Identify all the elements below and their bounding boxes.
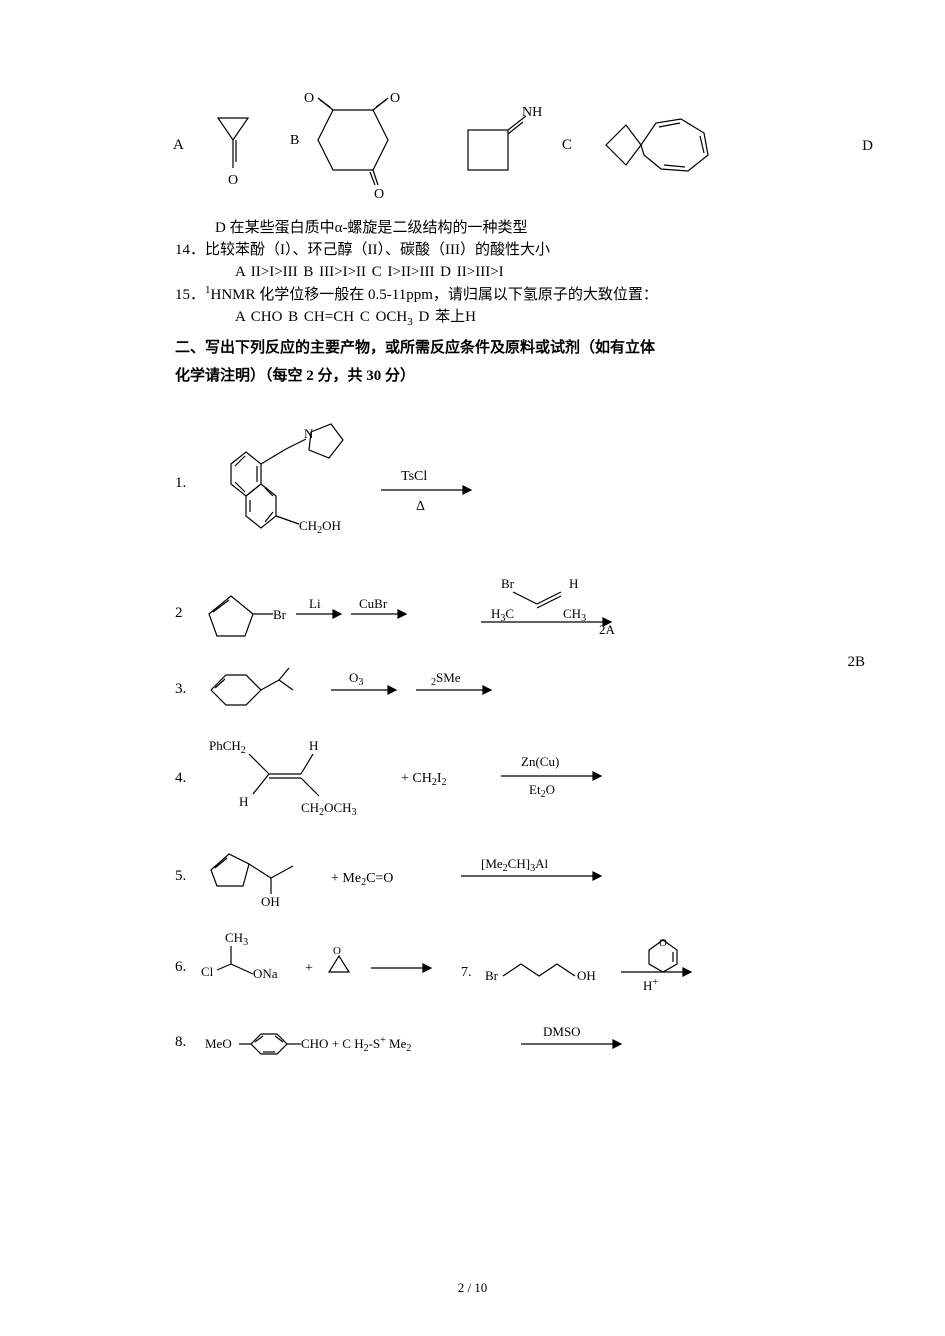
svg-text:O: O (333, 945, 341, 957)
svg-text:DMSO: DMSO (543, 1024, 581, 1039)
structure-B-svg: O O O B (278, 90, 428, 200)
reaction-1: 1. N CH2OH TsCl Δ (175, 404, 795, 564)
q15-opts-tail: D 苯上H (413, 309, 476, 325)
svg-text:OH: OH (577, 968, 596, 983)
svg-text:H: H (239, 794, 248, 809)
q15-opts-a: A CHO B CH=CH C OCH (235, 309, 407, 325)
svg-text:2A: 2A (599, 622, 616, 637)
svg-text:2SMe: 2SMe (431, 670, 461, 688)
svg-text:O: O (390, 91, 400, 106)
svg-text:CH3: CH3 (225, 930, 248, 948)
section2-title-b: 化学请注明）（每空 2 分，共 30 分） (175, 365, 795, 388)
svg-text:H: H (309, 738, 318, 753)
svg-text:B: B (290, 133, 299, 148)
svg-text:Br: Br (485, 968, 499, 983)
svg-text:CH2OCH3: CH2OCH3 (301, 800, 357, 818)
structures-row: A O O O O B NH C (169, 90, 795, 200)
svg-text:PhCH2: PhCH2 (209, 738, 246, 756)
svg-text:O: O (228, 173, 238, 188)
svg-text:CH3: CH3 (563, 606, 586, 624)
rxn4-svg: PhCH2 H H CH2OCH3 + CH2I2 Zn(Cu) Et2O (201, 734, 681, 824)
reaction-4: 4. PhCH2 H H CH2OCH3 + CH2I2 Zn(Cu) Et2O (175, 734, 795, 824)
svg-text:O: O (304, 91, 314, 106)
structure-C-svg (586, 105, 726, 185)
svg-text:N: N (304, 426, 314, 441)
reaction-5: 5. OH + Me2C=O [Me2CH]3Al (175, 842, 795, 912)
rxn5-svg: OH + Me2C=O [Me2CH]3Al (201, 842, 681, 912)
q15-stem-pre: 15． (175, 287, 205, 303)
svg-text:Br: Br (273, 607, 287, 622)
svg-text:+ CH2I2: + CH2I2 (401, 771, 447, 788)
q15-options: A CHO B CH=CH C OCH3 D 苯上H (235, 307, 795, 331)
reaction-3: 3. O3 2SMe (175, 660, 795, 720)
rxn3-svg: O3 2SMe (201, 660, 581, 720)
svg-text:Br: Br (501, 576, 515, 591)
rxn4-num: 4. (175, 770, 201, 787)
line-D-text: D 在某些蛋白质中α-螺旋是二级结构的一种类型 (215, 218, 795, 240)
rxn8-num: 8. (175, 1034, 201, 1051)
rxn6-num: 6. (175, 959, 201, 976)
svg-text:NH: NH (522, 105, 542, 120)
svg-text:CHO + C H2-S+ Me2: CHO + C H2-S+ Me2 (301, 1035, 411, 1054)
svg-text:H3C: H3C (491, 606, 514, 624)
svg-text:[Me2CH]3Al: [Me2CH]3Al (481, 856, 548, 874)
rxn2-num: 2 (175, 605, 201, 622)
struct-label-D: D (862, 138, 873, 155)
svg-text:+ Me2C=O: + Me2C=O (331, 871, 393, 888)
rxn5-num: 5. (175, 868, 201, 885)
svg-text:MeO: MeO (205, 1036, 232, 1051)
rxn2-svg: Br Li CuBr Br H H3C CH3 2A (201, 574, 771, 654)
svg-text:7.: 7. (461, 965, 472, 980)
q15-stem: 15．1HNMR 化学位移一般在 0.5-11ppm，请归属以下氢原子的大致位置… (175, 283, 795, 307)
reaction-6-7: 6. CH3 Cl ONa + O 7. Br OH O (175, 928, 795, 1008)
svg-text:OH: OH (261, 894, 280, 909)
reaction-8: 8. MeO CHO + C H2-S+ Me2 DMSO (175, 1018, 795, 1068)
svg-text:+: + (305, 961, 313, 976)
q14-options: A II>I>III B III>I>II C I>II>III D II>II… (235, 262, 795, 284)
rxn1-ch2oh: CH2OH (299, 518, 341, 536)
page-footer: 2 / 10 (0, 1280, 945, 1296)
rxn6-7-svg: CH3 Cl ONa + O 7. Br OH O H+ (201, 928, 801, 1008)
svg-text:CuBr: CuBr (359, 596, 388, 611)
svg-text:Zn(Cu): Zn(Cu) (521, 754, 559, 769)
rxn1-num: 1. (175, 475, 201, 492)
svg-text:O: O (374, 187, 384, 200)
svg-text:Et2O: Et2O (529, 782, 555, 800)
q14-stem: 14．比较苯酚（I）、环己醇（II）、碳酸（III）的酸性大小 (175, 240, 795, 262)
svg-text:H+: H+ (643, 977, 658, 993)
section2-title-a: 二、写出下列反应的主要产物，或所需反应条件及原料或试剂（如有立体 (175, 337, 795, 360)
rxn8-svg: MeO CHO + C H2-S+ Me2 DMSO (201, 1018, 721, 1068)
svg-text:O3: O3 (349, 670, 363, 688)
rxn3-num: 3. (175, 681, 201, 698)
q15-stem-post: HNMR 化学位移一般在 0.5-11ppm，请归属以下氢原子的大致位置： (211, 287, 658, 303)
rxn1-reagent-bot: Δ (416, 499, 425, 514)
struct-label-C: C (562, 137, 572, 154)
reaction-2: 2 Br Li CuBr Br H H3C CH3 2A (175, 574, 795, 654)
svg-text:H: H (569, 576, 578, 591)
svg-text:Li: Li (309, 596, 321, 611)
rxn2-float-2B: 2B (847, 654, 865, 671)
rxn1-reagent-top: TsCl (401, 469, 427, 484)
svg-text:Cl: Cl (201, 964, 214, 979)
structure-imine-svg: NH (438, 100, 548, 190)
svg-text:O: O (659, 937, 667, 949)
structure-A-svg: O (198, 100, 268, 190)
rxn1-svg: N CH2OH TsCl Δ (201, 404, 561, 564)
struct-label-A: A (173, 137, 184, 154)
svg-text:ONa: ONa (253, 966, 278, 981)
